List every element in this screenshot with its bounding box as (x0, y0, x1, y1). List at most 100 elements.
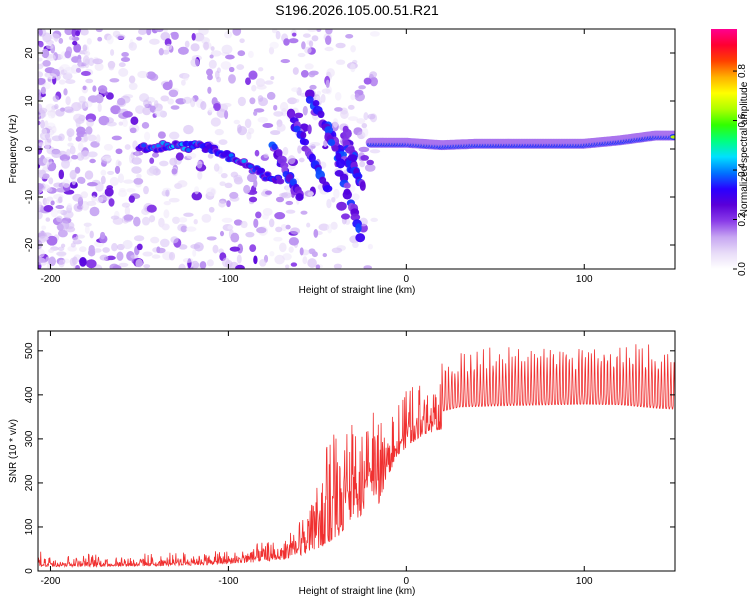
noise-speckle (331, 247, 343, 254)
noise-speckle (38, 183, 44, 190)
noise-speckle (333, 263, 342, 269)
noise-speckle (323, 139, 328, 148)
streak-blob (343, 182, 351, 189)
noise-speckle (326, 198, 332, 209)
noise-speckle (301, 41, 306, 50)
noise-speckle (335, 42, 346, 49)
noise-speckle (287, 97, 298, 105)
noise-speckle (213, 102, 221, 112)
noise-speckle (276, 123, 286, 132)
noise-speckle (73, 43, 82, 53)
noise-speckle (58, 79, 66, 85)
noise-speckle (143, 185, 149, 195)
noise-speckle (200, 100, 207, 111)
streak-blob (342, 128, 352, 139)
noise-speckle (291, 87, 299, 92)
noise-speckle (66, 128, 75, 138)
noise-speckle (70, 242, 76, 248)
noise-speckle (76, 126, 86, 135)
noise-speckle (280, 59, 291, 64)
noise-speckle (274, 212, 286, 220)
streak-blob (289, 178, 297, 186)
noise-speckle (72, 237, 80, 242)
noise-speckle (206, 236, 217, 241)
noise-speckle (72, 40, 78, 46)
noise-speckle (64, 29, 74, 36)
noise-speckle (221, 217, 233, 223)
noise-speckle (273, 236, 283, 242)
noise-speckle (318, 223, 330, 231)
noise-speckle (71, 29, 77, 38)
noise-speckle (111, 243, 118, 252)
noise-speckle (358, 146, 370, 153)
snr-frame (37, 330, 676, 572)
noise-speckle (103, 143, 113, 151)
noise-speckle (128, 82, 138, 91)
ridge-core (203, 148, 209, 152)
noise-speckle (253, 110, 258, 116)
streak-blob (331, 145, 339, 152)
noise-speckle (57, 196, 63, 204)
noise-speckle (38, 29, 47, 37)
noise-speckle (50, 200, 55, 206)
noise-speckle (45, 39, 54, 45)
noise-speckle (89, 206, 100, 217)
noise-speckle (165, 189, 170, 197)
noise-speckle (68, 35, 74, 41)
noise-speckle (144, 131, 151, 141)
colorbar-tick-label: 0.6 (737, 113, 748, 127)
colorbar: 0.0 0.2 0.4 0.6 0.8 Normalized spectral ampl… (711, 29, 750, 276)
noise-speckle (315, 264, 321, 269)
noise-speckle (226, 200, 231, 208)
noise-speckle (369, 149, 381, 154)
noise-speckle (237, 96, 247, 107)
streak-blob (336, 158, 346, 169)
noise-speckle (52, 95, 60, 102)
noise-speckle (190, 43, 200, 52)
noise-speckle (63, 88, 68, 96)
noise-speckle (201, 213, 212, 223)
noise-speckle (369, 71, 378, 78)
noise-speckle (38, 230, 46, 239)
noise-speckle (48, 248, 55, 254)
noise-speckle (270, 130, 281, 136)
colorbar-ticks: 0.0 0.2 0.4 0.6 0.8 (733, 64, 748, 276)
noise-speckle (275, 196, 285, 203)
noise-speckle (183, 124, 194, 135)
ridge-core (248, 164, 253, 169)
noise-speckle (292, 67, 299, 75)
snr-x-label: Height of straight line (km) (299, 586, 416, 597)
noise-speckle (82, 44, 88, 52)
noise-speckle (213, 163, 220, 172)
noise-speckle (163, 29, 168, 33)
snr-x-axis: -200 -100 0 100 (40, 331, 593, 587)
noise-speckle (62, 258, 70, 264)
noise-speckle (210, 46, 215, 51)
noise-speckle (181, 79, 186, 86)
noise-speckle (163, 209, 170, 219)
noise-speckle (108, 64, 115, 71)
noise-speckle (159, 160, 169, 167)
noise-speckle (38, 120, 41, 126)
noise-speckle (320, 93, 326, 103)
noise-speckle (229, 246, 241, 252)
noise-speckle (208, 59, 217, 69)
y-tick-label: 500 (24, 342, 35, 359)
noise-speckle (311, 251, 318, 258)
noise-speckle (160, 95, 170, 102)
noise-speckle (57, 229, 68, 238)
noise-speckle (214, 128, 224, 136)
noise-speckle (53, 182, 63, 188)
noise-speckle (170, 105, 180, 110)
x-tick-label: -200 (40, 274, 60, 285)
noise-speckle (149, 38, 160, 45)
noise-speckle (251, 84, 257, 92)
noise-speckle (46, 44, 54, 50)
noise-speckle (118, 121, 124, 126)
noise-speckle (247, 50, 254, 59)
noise-speckle (210, 117, 221, 127)
noise-speckle (218, 200, 226, 208)
y-tick-label: -20 (24, 237, 35, 252)
noise-speckle (107, 170, 115, 175)
noise-speckle (38, 203, 41, 212)
